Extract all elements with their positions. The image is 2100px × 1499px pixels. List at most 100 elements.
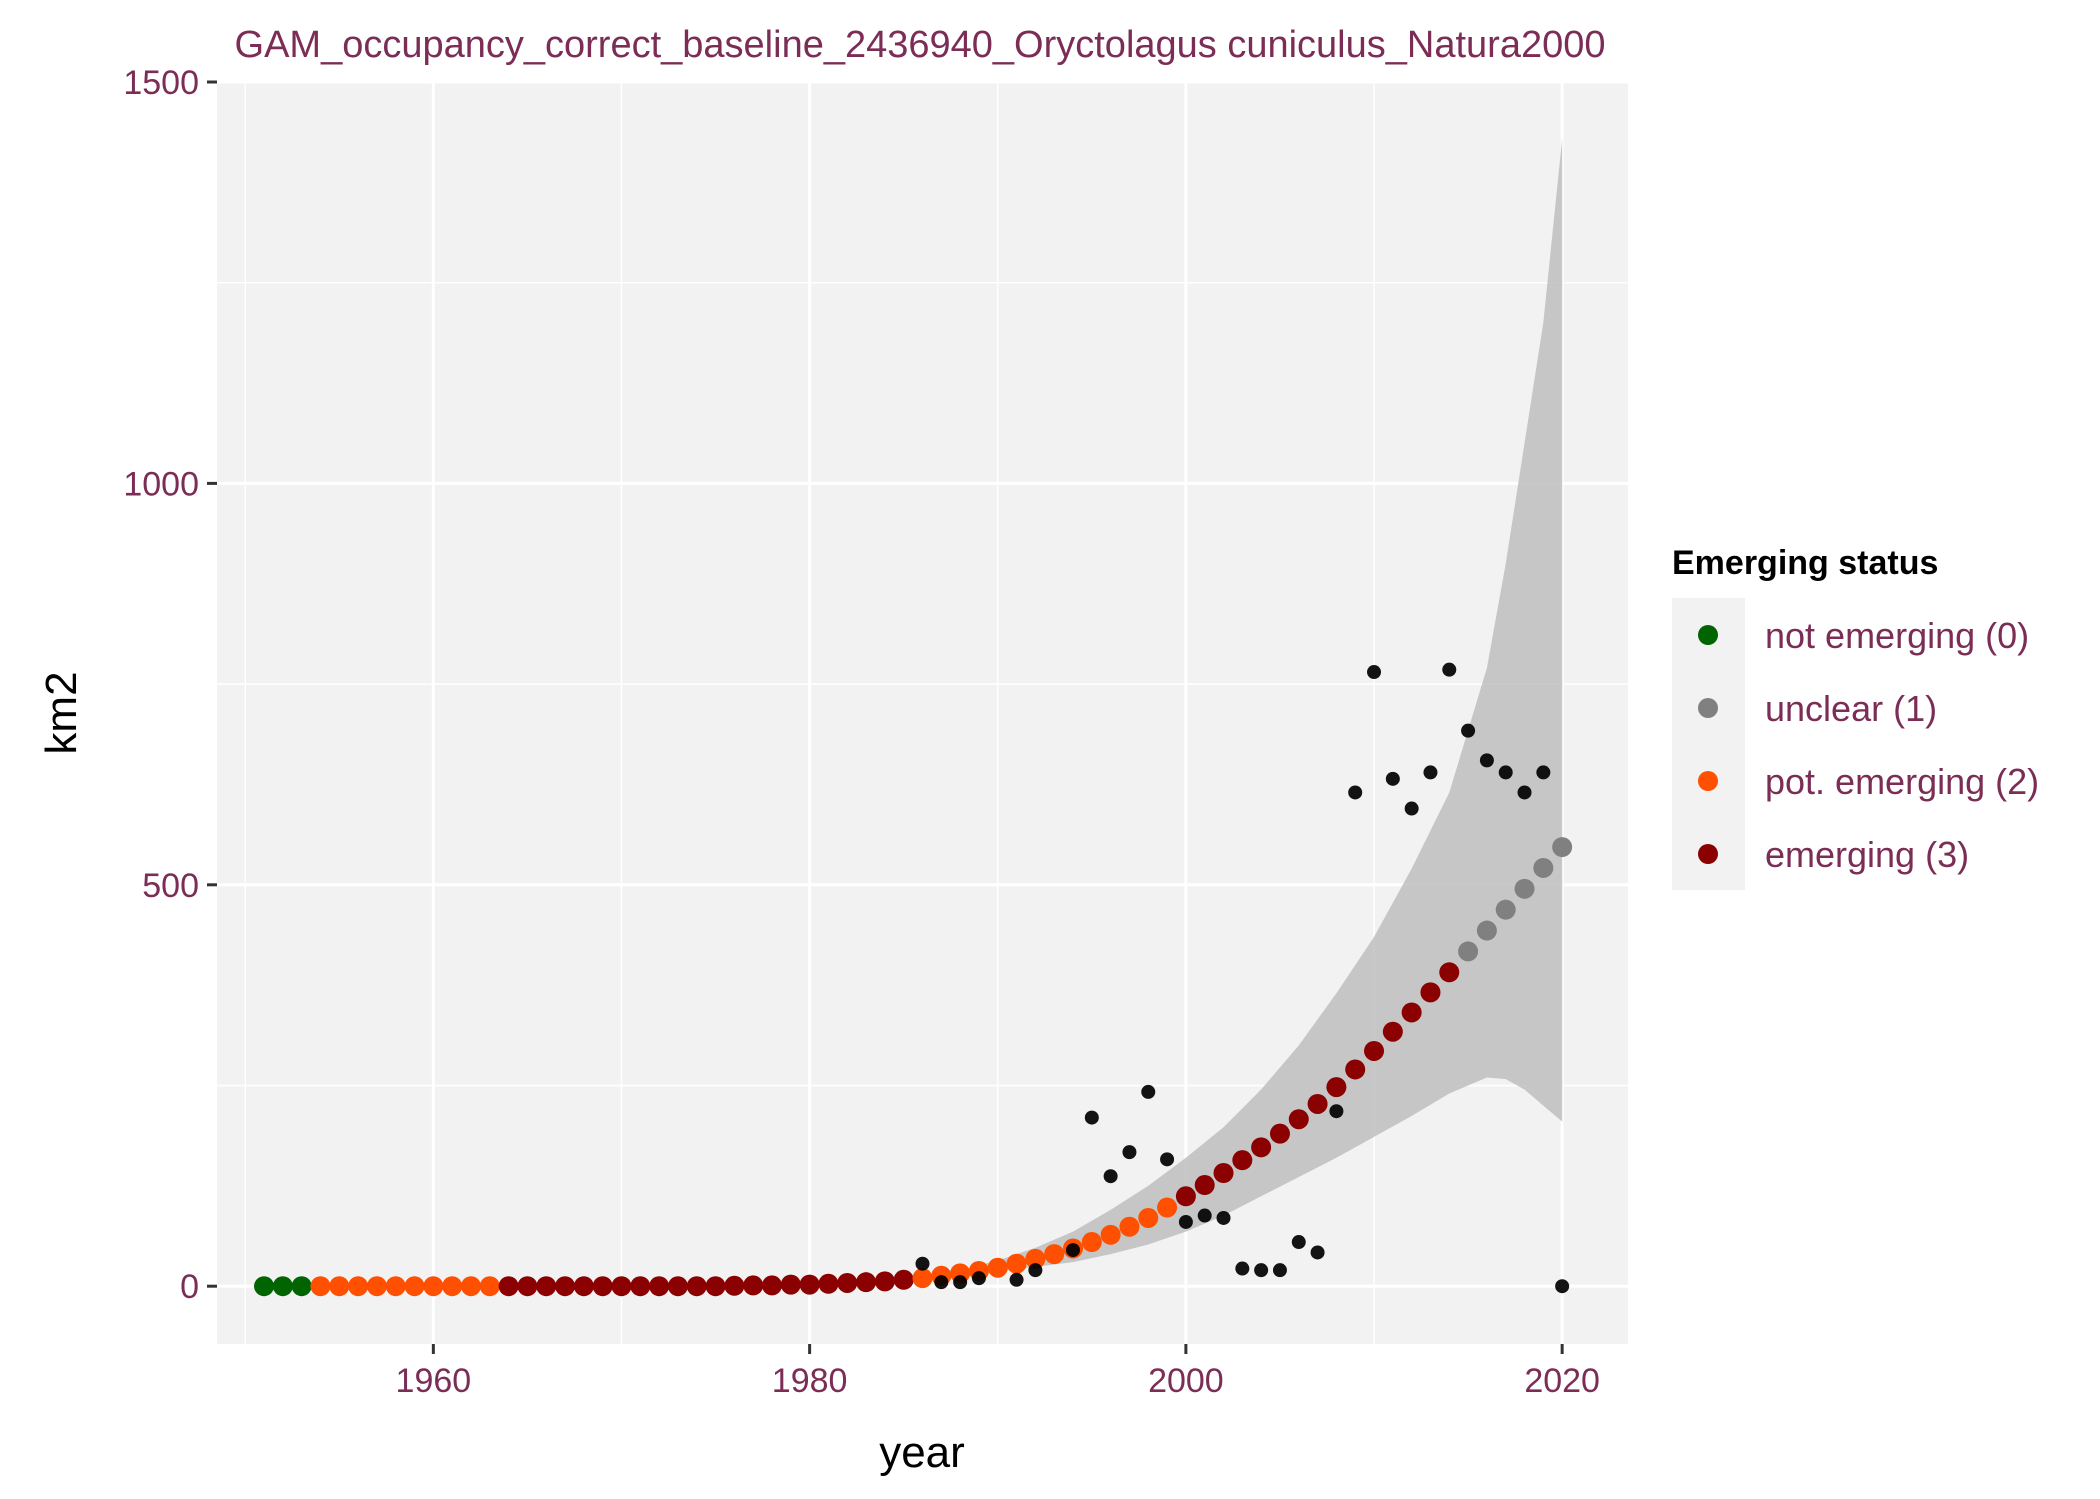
- y-tick-label: 1500: [123, 64, 199, 102]
- fit-point-emerging: [705, 1276, 726, 1297]
- fit-point-emerging: [611, 1276, 632, 1297]
- observed-point: [1028, 1263, 1043, 1278]
- fit-point-emerging: [1213, 1163, 1234, 1184]
- fit-point-pot-emerging: [329, 1276, 350, 1297]
- y-tick-label: 1000: [123, 465, 199, 503]
- legend-label-unclear: unclear (1): [1765, 688, 1937, 729]
- fit-point-emerging: [498, 1276, 519, 1297]
- fit-point-pot-emerging: [423, 1276, 444, 1297]
- fit-point-pot-emerging: [1006, 1253, 1027, 1274]
- observed-point: [1498, 765, 1513, 780]
- x-axis-title: year: [879, 1428, 965, 1477]
- fit-point-unclear: [1514, 878, 1535, 899]
- observed-point: [1084, 1110, 1099, 1125]
- observed-point: [1348, 785, 1363, 800]
- fit-point-pot-emerging: [1081, 1232, 1102, 1253]
- fit-point-pot-emerging: [460, 1276, 481, 1297]
- fit-point-emerging: [573, 1276, 594, 1297]
- fit-point-emerging: [686, 1276, 707, 1297]
- fit-point-pot-emerging: [1138, 1207, 1159, 1228]
- fit-point-not-emerging: [254, 1276, 275, 1297]
- fit-point-pot-emerging: [912, 1268, 933, 1289]
- fit-point-emerging: [1232, 1150, 1253, 1171]
- observed-point: [1310, 1245, 1325, 1260]
- fit-point-emerging: [630, 1276, 651, 1297]
- fit-point-pot-emerging: [1119, 1216, 1140, 1237]
- legend-entry-emerging: emerging (3): [1698, 834, 1969, 875]
- legend-label-pot-emerging: pot. emerging (2): [1765, 761, 2039, 802]
- fit-point-emerging: [1175, 1186, 1196, 1207]
- observed-point: [1216, 1210, 1231, 1225]
- observed-point: [1235, 1261, 1250, 1276]
- observed-point: [1066, 1243, 1081, 1258]
- fit-point-emerging: [799, 1274, 820, 1295]
- observed-point: [1009, 1272, 1024, 1287]
- fit-point-pot-emerging: [987, 1257, 1008, 1278]
- fit-point-unclear: [1552, 837, 1573, 858]
- legend-entry-not-emerging: not emerging (0): [1698, 615, 2029, 656]
- fit-point-emerging: [1326, 1077, 1347, 1098]
- observed-point: [1385, 771, 1400, 786]
- fit-point-pot-emerging: [404, 1276, 425, 1297]
- fit-point-emerging: [1307, 1093, 1328, 1114]
- fit-point-not-emerging: [291, 1276, 312, 1297]
- fit-point-pot-emerging: [1025, 1248, 1046, 1269]
- fit-point-emerging: [818, 1273, 839, 1294]
- fit-point-emerging: [856, 1272, 877, 1293]
- legend-key-unclear: [1698, 698, 1718, 718]
- fit-point-pot-emerging: [348, 1276, 369, 1297]
- fit-point-emerging: [1345, 1059, 1366, 1080]
- observed-points: [915, 662, 1570, 1294]
- fit-point-emerging: [517, 1276, 538, 1297]
- fit-point-emerging: [592, 1276, 613, 1297]
- observed-point: [1404, 801, 1419, 816]
- x-tick-label: 2000: [1148, 1362, 1224, 1400]
- legend-entry-pot-emerging: pot. emerging (2): [1698, 761, 2039, 802]
- fit-point-unclear: [1476, 920, 1497, 941]
- fit-point-emerging: [761, 1275, 782, 1296]
- fit-point-emerging: [1364, 1040, 1385, 1061]
- fit-point-emerging: [536, 1276, 557, 1297]
- fit-point-emerging: [1420, 982, 1441, 1003]
- fit-point-unclear: [1533, 857, 1554, 878]
- observed-point: [1291, 1235, 1306, 1250]
- legend-label-not-emerging: not emerging (0): [1765, 615, 2029, 656]
- fit-point-emerging: [1288, 1109, 1309, 1130]
- fit-point-pot-emerging: [1157, 1197, 1178, 1218]
- legend-key-not-emerging: [1698, 625, 1718, 645]
- legend-title: Emerging status: [1672, 544, 1938, 582]
- fit-point-emerging: [1439, 962, 1460, 983]
- fit-point-pot-emerging: [1100, 1224, 1121, 1245]
- fit-point-not-emerging: [272, 1276, 293, 1297]
- fit-point-emerging: [837, 1272, 858, 1293]
- observed-point: [1122, 1145, 1137, 1160]
- legend-label-emerging: emerging (3): [1765, 834, 1969, 875]
- fit-point-pot-emerging: [385, 1276, 406, 1297]
- fit-point-unclear: [1458, 941, 1479, 962]
- observed-point: [1423, 765, 1438, 780]
- x-tick-label: 1980: [772, 1362, 848, 1400]
- observed-point: [1461, 723, 1476, 738]
- y-tick-label: 500: [142, 867, 199, 905]
- observed-point: [971, 1271, 986, 1286]
- observed-point: [1329, 1104, 1344, 1119]
- fit-point-emerging: [1194, 1175, 1215, 1196]
- observed-point: [934, 1275, 949, 1290]
- observed-point: [1442, 662, 1457, 677]
- legend-key-pot-emerging: [1698, 771, 1718, 791]
- fit-point-emerging: [667, 1276, 688, 1297]
- fit-point-emerging: [1382, 1021, 1403, 1042]
- observed-point: [1367, 665, 1382, 680]
- fit-point-emerging: [780, 1274, 801, 1295]
- observed-point: [1141, 1084, 1156, 1099]
- fit-point-pot-emerging: [442, 1276, 463, 1297]
- observed-point: [1197, 1208, 1212, 1223]
- y-axis-title: km2: [37, 671, 86, 754]
- fit-point-emerging: [1401, 1002, 1422, 1023]
- fit-point-emerging: [724, 1275, 745, 1296]
- legend-key-background: [1672, 598, 1745, 890]
- observed-point: [1517, 785, 1532, 800]
- fit-point-pot-emerging: [366, 1276, 387, 1297]
- observed-point: [1555, 1279, 1570, 1294]
